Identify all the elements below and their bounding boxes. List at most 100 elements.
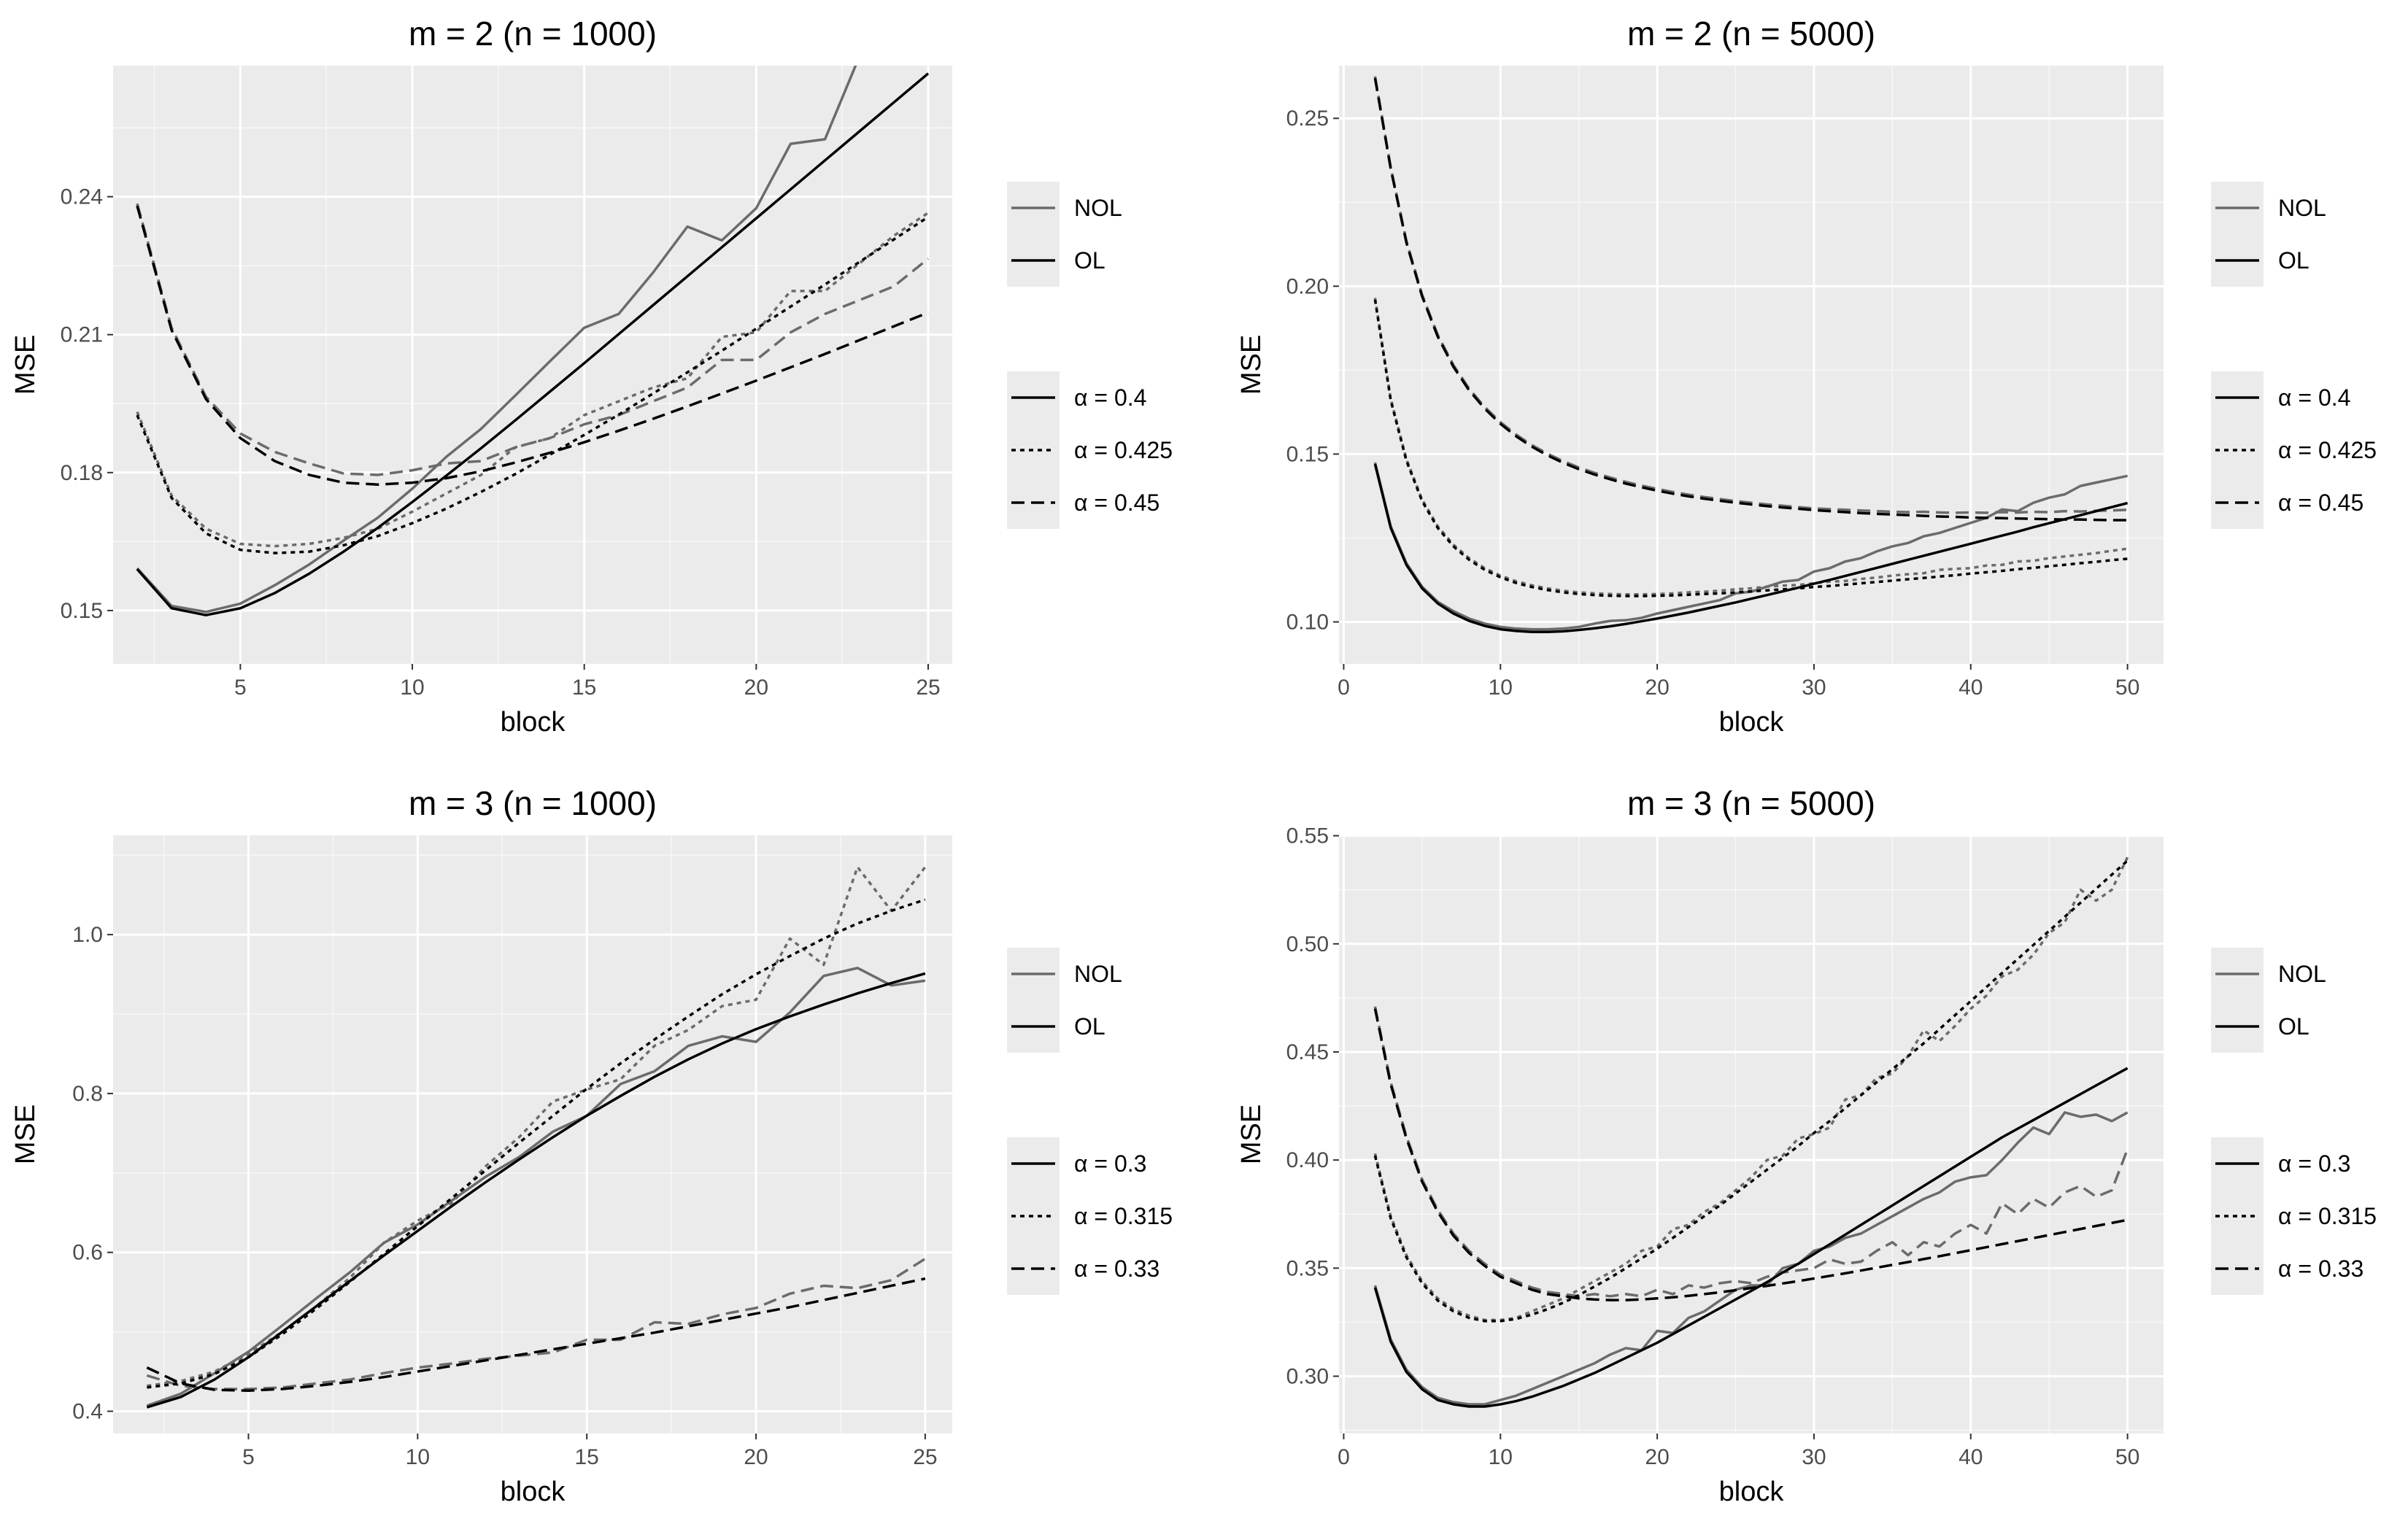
series-lines <box>1373 76 2129 634</box>
x-tick-label: 10 <box>400 676 424 700</box>
x-tick-label: 40 <box>1959 1445 1983 1469</box>
legend-method-ol: OL <box>1007 1000 1105 1053</box>
legend-alpha-0: α = 0.3 <box>2211 1137 2350 1190</box>
legend-label: α = 0.45 <box>2278 490 2363 516</box>
legend-label: α = 0.315 <box>2278 1203 2377 1229</box>
plot-background <box>113 835 952 1434</box>
y-axis-label: MSE <box>1236 1104 1267 1164</box>
x-tick-label: 25 <box>913 1445 937 1469</box>
y-tick-label: 0.15 <box>61 599 103 623</box>
series-line-nol-alpha-0_425 <box>1373 298 2128 596</box>
series-line-ol-alpha-0_425 <box>1373 299 2128 597</box>
y-tick-label: 0.18 <box>61 461 103 485</box>
y-tick-label: 0.30 <box>1286 1364 1329 1388</box>
x-tick-label: 50 <box>2115 1445 2139 1469</box>
y-axis-label: MSE <box>10 335 41 395</box>
x-axis-label: block <box>501 1477 566 1507</box>
legend-alpha-1: α = 0.425 <box>1007 424 1173 476</box>
series-line-ol-alpha-0_4 <box>136 72 930 616</box>
legend-label: NOL <box>1074 961 1122 987</box>
legend-label: α = 0.45 <box>1074 490 1159 516</box>
y-tick-label: 0.55 <box>1286 824 1329 848</box>
series-line-ol-alpha-0_315 <box>1373 859 2129 1323</box>
legend-label: OL <box>1074 247 1105 274</box>
y-tick-label: 0.8 <box>72 1082 103 1106</box>
legend-method-nol: NOL <box>1007 948 1122 1000</box>
series-line-ol-alpha-0_33 <box>1373 1008 2128 1301</box>
legend-label: OL <box>2278 247 2309 274</box>
y-tick-label: 1.0 <box>72 923 103 947</box>
y-tick-label: 0.10 <box>1286 610 1329 634</box>
legend-label: α = 0.4 <box>1074 384 1146 411</box>
legend-label: α = 0.425 <box>2278 437 2377 463</box>
series-lines <box>136 66 930 616</box>
x-tick-label: 20 <box>744 1445 768 1469</box>
panel-m2-n1000: 5 10 15 20 25 0.15 0.18 0.21 0.24 m = 2 (n = 1000… <box>10 15 1173 738</box>
series-line-ol-alpha-0_45 <box>1373 77 2128 522</box>
legend-alpha-2: α = 0.45 <box>1007 476 1159 529</box>
legend-method-nol: NOL <box>2211 948 2326 1000</box>
y-tick-label: 0.24 <box>61 185 103 209</box>
series-line-ol-alpha-0_3 <box>146 972 926 1409</box>
x-tick-label: 5 <box>242 1445 255 1469</box>
x-tick-label: 10 <box>1489 1445 1513 1469</box>
y-tick-label: 0.40 <box>1286 1148 1329 1172</box>
x-tick-label: 15 <box>575 1445 599 1469</box>
series-line-ol-alpha-0_315 <box>147 898 926 1389</box>
series-line-nol-alpha-0_3 <box>146 967 926 1407</box>
series-lines <box>1373 856 2129 1408</box>
legend-method-nol: NOL <box>1007 182 1122 234</box>
x-tick-label: 25 <box>916 676 940 700</box>
y-axis-label: MSE <box>1236 335 1267 395</box>
plot-background <box>1339 835 2164 1434</box>
x-tick-label: 40 <box>1959 676 1983 700</box>
series-lines <box>146 865 927 1409</box>
chart-title: m = 3 (n = 1000) <box>409 784 657 822</box>
y-tick-label: 0.6 <box>72 1241 103 1265</box>
series-line-nol-alpha-0_45 <box>136 203 930 476</box>
legend-method-ol: OL <box>1007 234 1105 287</box>
plot-background <box>113 66 952 664</box>
y-tick-label: 0.21 <box>61 323 103 347</box>
legend-label: α = 0.3 <box>2278 1150 2350 1177</box>
series-line-ol-alpha-0_33 <box>146 1277 926 1392</box>
x-tick-label: 10 <box>406 1445 430 1469</box>
x-tick-label: 30 <box>1802 676 1826 700</box>
legend-label: OL <box>1074 1013 1105 1040</box>
panel-m3-n5000: 0 10 20 30 40 50 0.30 0.35 0.40 0.45 0.50 0.55 m = 3… <box>1236 784 2377 1507</box>
plot-background <box>1339 66 2164 664</box>
x-tick-label: 5 <box>234 676 247 700</box>
y-tick-label: 0.20 <box>1286 274 1329 298</box>
chart-title: m = 2 (n = 5000) <box>1627 15 1875 53</box>
x-tick-label: 15 <box>572 676 596 700</box>
legend-alpha-2: α = 0.33 <box>1007 1242 1159 1295</box>
x-tick-label: 20 <box>1645 1445 1669 1469</box>
y-tick-label: 0.4 <box>72 1400 103 1424</box>
y-tick-label: 0.50 <box>1286 932 1329 956</box>
legend-alpha-1: α = 0.315 <box>1007 1190 1173 1242</box>
legend-label: NOL <box>2278 961 2326 987</box>
panel-m2-n5000: 0 10 20 30 40 50 0.10 0.15 0.20 0.25 m = 2 (n = 50… <box>1236 15 2377 738</box>
series-line-ol-alpha-0_3 <box>1373 1067 2129 1408</box>
legend-alpha-1: α = 0.315 <box>2211 1190 2377 1242</box>
series-line-nol-alpha-0_33 <box>1373 1006 2129 1298</box>
legend-label: α = 0.3 <box>1074 1150 1146 1177</box>
legend-alpha-2: α = 0.45 <box>2211 476 2363 529</box>
x-tick-label: 10 <box>1489 676 1513 700</box>
x-tick-label: 20 <box>744 676 768 700</box>
legend-label: NOL <box>2278 195 2326 221</box>
y-tick-label: 0.25 <box>1286 107 1329 131</box>
legend-label: NOL <box>1074 195 1122 221</box>
legend-method-ol: OL <box>2211 1000 2309 1053</box>
x-tick-label: 30 <box>1802 1445 1826 1469</box>
legend-label: α = 0.33 <box>2278 1256 2363 1282</box>
legend-alpha-0: α = 0.4 <box>1007 371 1146 424</box>
legend-method-ol: OL <box>2211 234 2309 287</box>
legend-label: α = 0.33 <box>1074 1256 1159 1282</box>
legend-alpha-0: α = 0.3 <box>1007 1137 1146 1190</box>
x-axis-label: block <box>1719 707 1785 738</box>
chart-title: m = 3 (n = 5000) <box>1627 784 1875 822</box>
y-tick-label: 0.15 <box>1286 442 1329 466</box>
chart-title: m = 2 (n = 1000) <box>409 15 657 53</box>
legend-alpha-1: α = 0.425 <box>2211 424 2377 476</box>
